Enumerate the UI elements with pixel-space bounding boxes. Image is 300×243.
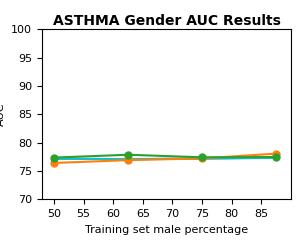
Y-axis label: AUC: AUC: [0, 103, 6, 126]
Title: ASTHMA Gender AUC Results: ASTHMA Gender AUC Results: [52, 14, 280, 28]
X-axis label: Training set male percentage: Training set male percentage: [85, 225, 248, 234]
